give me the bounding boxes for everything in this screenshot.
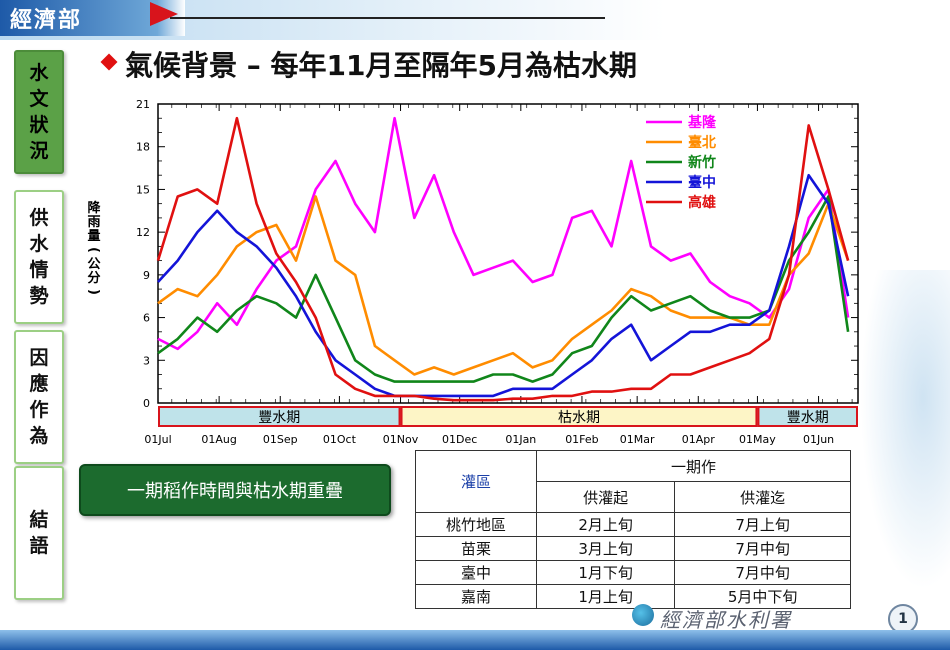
logo-text: 經濟部 bbox=[10, 8, 83, 33]
tab-char: 為 bbox=[29, 425, 49, 447]
irrigation-schedule-table: 灌區 一期作 供灌起 供灌迄 桃竹地區 2月上旬 7月上旬 苗栗 3月上旬 7月… bbox=[415, 450, 851, 609]
row-area: 臺中 bbox=[415, 560, 537, 585]
tab-water-supply[interactable]: 供水情勢 bbox=[14, 190, 64, 324]
x-tick-label: 01Nov bbox=[383, 433, 419, 446]
y-axis-label: ( bbox=[86, 247, 101, 253]
rainfall-line-chart: 0 3 6 9 12 15 18 21 01Jul 01Aug 01Sep 01Oct 01Nov 01D… bbox=[86, 98, 859, 446]
plot-frame bbox=[157, 103, 859, 404]
x-tick-label: 01Sep bbox=[263, 433, 298, 446]
table-row: 苗栗 3月上旬 7月中旬 bbox=[415, 536, 851, 561]
x-tick-label: 01Mar bbox=[620, 433, 655, 446]
season-label: 枯水期 bbox=[558, 410, 600, 426]
header-group: 一期作 bbox=[536, 450, 851, 482]
header-divider bbox=[170, 17, 605, 19]
tab-response-actions[interactable]: 因應作為 bbox=[14, 330, 64, 464]
legend-label: 臺北 bbox=[688, 134, 716, 151]
y-tick-label: 15 bbox=[136, 183, 150, 196]
table-row: 臺中 1月下旬 7月中旬 bbox=[415, 560, 851, 585]
legend-label: 基隆 bbox=[688, 114, 717, 131]
row-end: 5月中下旬 bbox=[674, 584, 851, 609]
y-axis-label: 雨 bbox=[87, 215, 100, 230]
row-end: 7月上旬 bbox=[674, 512, 851, 537]
x-tick-label: 01Aug bbox=[201, 433, 236, 446]
tab-hydrology[interactable]: 水文狀況 bbox=[14, 50, 64, 174]
row-start: 2月上旬 bbox=[535, 512, 676, 537]
logo-flag-icon bbox=[150, 2, 178, 26]
x-tick-label: 01Jun bbox=[803, 433, 834, 446]
legend-label: 臺中 bbox=[688, 174, 716, 191]
series-line bbox=[156, 116, 850, 402]
row-area: 桃竹地區 bbox=[415, 512, 537, 537]
x-tick-label: 01Oct bbox=[323, 433, 357, 446]
table-row: 嘉南 1月上旬 5月中下旬 bbox=[415, 584, 851, 609]
y-tick-label: 3 bbox=[143, 354, 150, 367]
y-tick-label: 21 bbox=[136, 98, 150, 111]
y-axis-label: ) bbox=[86, 289, 101, 295]
water-drop-decoration bbox=[860, 270, 950, 590]
title-bullet-icon bbox=[100, 53, 118, 71]
x-tick-label: 01Jul bbox=[144, 433, 171, 446]
y-tick-label: 12 bbox=[136, 226, 150, 239]
series-line bbox=[157, 173, 850, 398]
page-title: 氣候背景 – 每年11月至隔年5月為枯水期 bbox=[125, 49, 637, 82]
series-line bbox=[157, 195, 850, 383]
tab-char: 作 bbox=[29, 399, 49, 421]
y-axis-label: 量 bbox=[87, 229, 100, 244]
season-label: 豐水期 bbox=[258, 410, 300, 426]
tab-conclusion[interactable]: 結語 bbox=[14, 466, 64, 600]
row-area: 苗栗 bbox=[415, 536, 537, 561]
footer-bar bbox=[0, 630, 950, 650]
row-start: 1月上旬 bbox=[535, 584, 676, 609]
season-band bbox=[757, 406, 859, 427]
tab-char: 因 bbox=[29, 347, 49, 369]
tab-char: 結 bbox=[29, 509, 49, 531]
tab-char: 情 bbox=[29, 259, 49, 281]
page-number: 1 bbox=[888, 604, 918, 634]
x-tick-label: 01Dec bbox=[442, 433, 477, 446]
tab-char: 應 bbox=[29, 373, 49, 395]
y-axis-label: 分 bbox=[87, 270, 100, 286]
x-tick-label: 01Feb bbox=[565, 433, 598, 446]
y-tick-label: 18 bbox=[136, 141, 150, 154]
season-label: 豐水期 bbox=[787, 410, 829, 426]
tab-char: 語 bbox=[29, 535, 49, 557]
season-band bbox=[158, 406, 401, 427]
y-tick-label: 0 bbox=[143, 397, 150, 410]
tab-char: 狀 bbox=[29, 114, 49, 136]
legend-label: 高雄 bbox=[688, 194, 716, 211]
legend-label: 新竹 bbox=[688, 154, 716, 171]
footer-org: 經濟部水利署 bbox=[660, 608, 792, 632]
y-tick-label: 9 bbox=[143, 269, 150, 282]
ministry-logo-icon bbox=[632, 604, 654, 626]
row-start: 3月上旬 bbox=[535, 536, 676, 561]
tab-char: 水 bbox=[29, 233, 49, 255]
callout-box: 一期稻作時間與枯水期重疊 bbox=[79, 464, 391, 516]
y-axis-label: 公 bbox=[87, 257, 100, 272]
y-tick-label: 6 bbox=[143, 312, 150, 325]
tab-char: 水 bbox=[29, 62, 49, 84]
tab-char: 供 bbox=[29, 207, 49, 229]
row-end: 7月中旬 bbox=[674, 536, 851, 561]
x-tick-label: 01May bbox=[739, 433, 776, 446]
row-area: 嘉南 bbox=[415, 584, 537, 609]
header-area: 灌區 bbox=[415, 450, 537, 513]
y-axis-label: 降 bbox=[87, 200, 101, 216]
season-band bbox=[400, 406, 758, 427]
row-end: 7月中旬 bbox=[674, 560, 851, 585]
row-start: 1月下旬 bbox=[535, 560, 676, 585]
tab-char: 況 bbox=[29, 140, 49, 162]
tab-char: 文 bbox=[29, 88, 49, 110]
header-end: 供灌迄 bbox=[674, 481, 851, 513]
tab-char: 勢 bbox=[29, 285, 49, 307]
x-tick-label: 01Jan bbox=[505, 433, 536, 446]
header-start: 供灌起 bbox=[535, 481, 676, 513]
x-tick-label: 01Apr bbox=[682, 433, 716, 446]
table-row: 桃竹地區 2月上旬 7月上旬 bbox=[415, 512, 851, 537]
